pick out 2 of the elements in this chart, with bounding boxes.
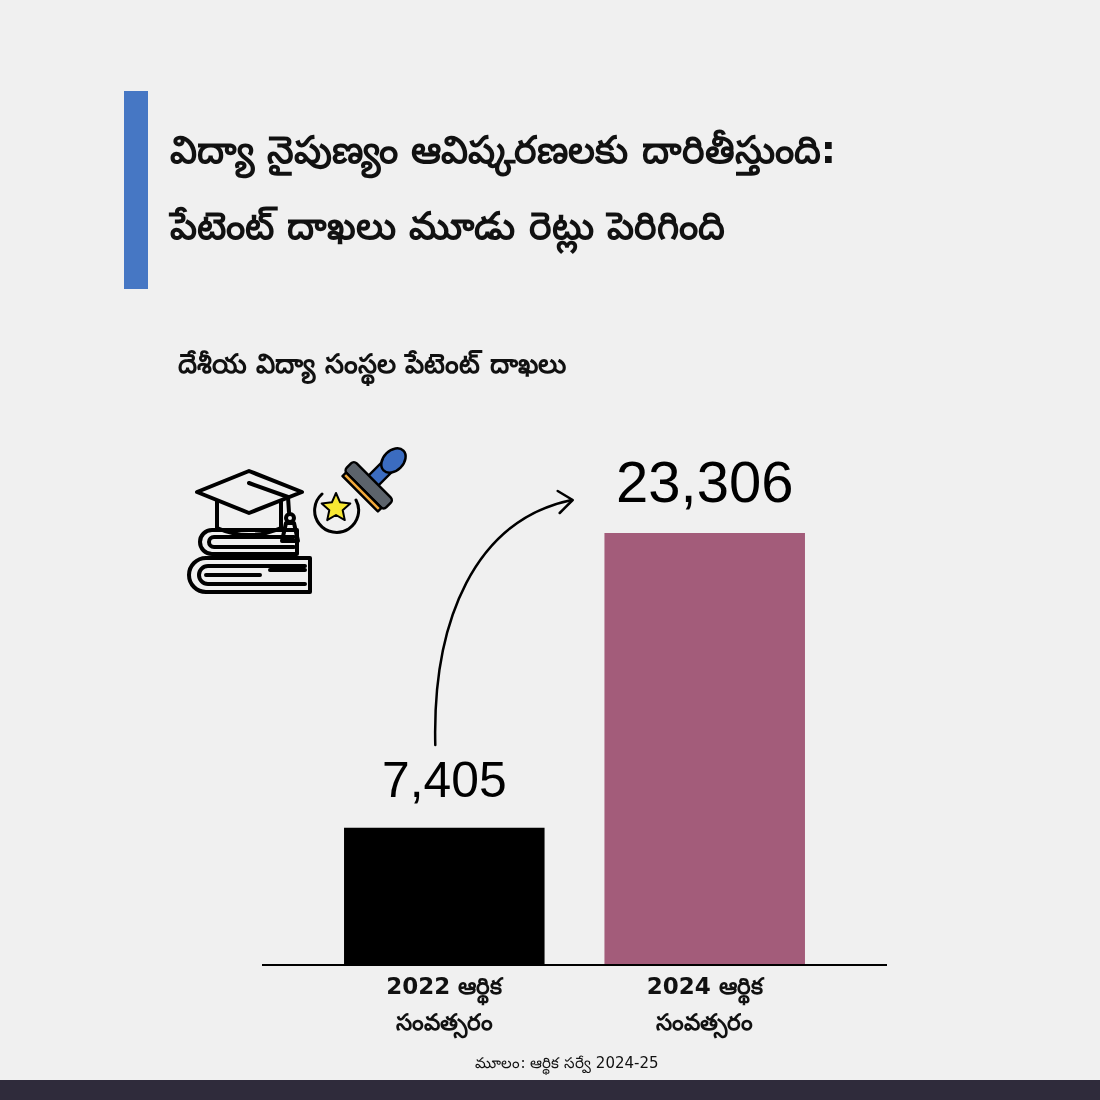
title: విద్యా నైపుణ్యం ఆవిష్కరణలకు దారితీస్తుంది: పేటెంట్ దాఖలు మూడు రెట్లు పెరిగింది — [170, 112, 870, 264]
subtitle: దేశీయ విద్యా సంస్థల పేటెంట్ దాఖలు — [178, 342, 566, 386]
